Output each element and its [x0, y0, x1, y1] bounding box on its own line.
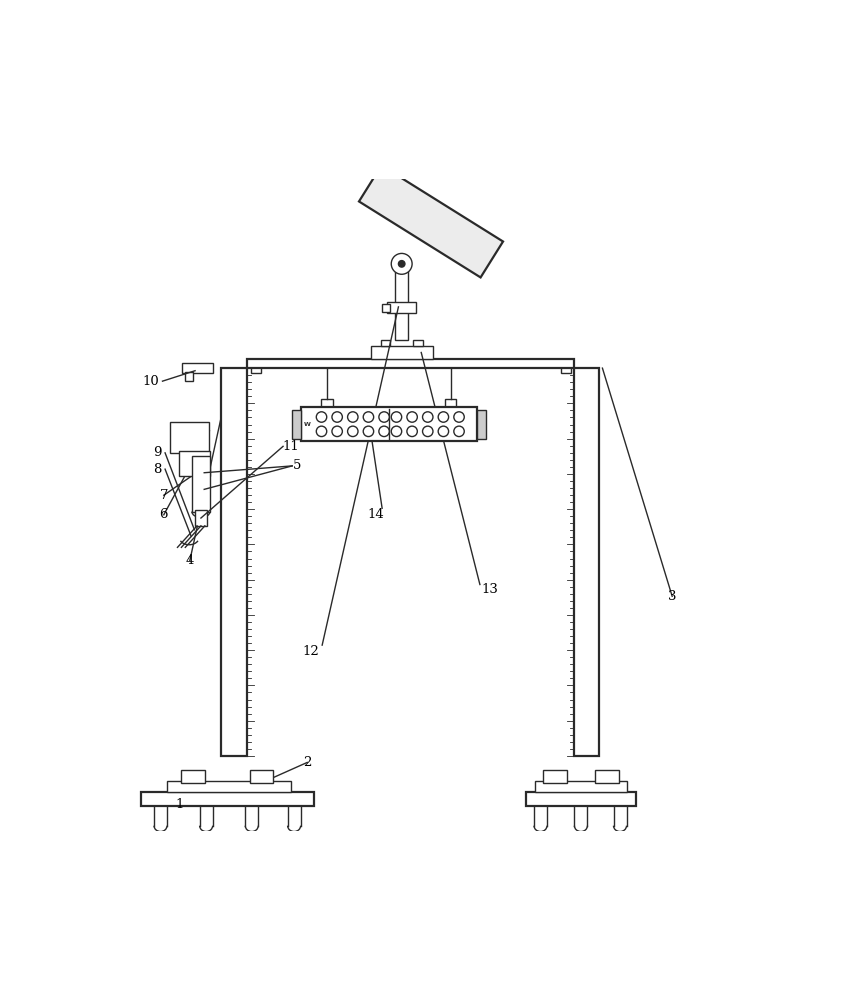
Text: 1: 1 [176, 798, 184, 811]
Text: W: W [304, 422, 310, 427]
Bar [141, 792, 314, 806]
Bar [574, 368, 599, 756]
Polygon shape [359, 166, 503, 277]
Circle shape [363, 412, 373, 422]
Bar [170, 422, 209, 453]
Text: 3: 3 [668, 590, 676, 603]
Text: 8: 8 [153, 463, 161, 476]
Bar [179, 451, 210, 476]
Circle shape [422, 412, 433, 422]
Bar [301, 407, 477, 441]
Circle shape [316, 426, 326, 437]
Bar [185, 372, 193, 381]
Bar [221, 368, 247, 756]
Circle shape [454, 426, 464, 437]
Text: 12: 12 [302, 645, 319, 658]
Circle shape [454, 412, 464, 422]
Text: 5: 5 [294, 459, 302, 472]
Bar [382, 304, 390, 312]
Text: 7: 7 [160, 489, 168, 502]
Circle shape [347, 412, 358, 422]
Circle shape [407, 412, 417, 422]
Bar [388, 302, 416, 313]
Circle shape [316, 412, 326, 422]
Circle shape [422, 426, 433, 437]
Bar [526, 792, 637, 806]
Text: 2: 2 [303, 756, 311, 769]
Bar [414, 340, 422, 346]
Bar [292, 410, 300, 439]
Text: 14: 14 [368, 508, 384, 521]
Text: 9: 9 [153, 446, 161, 459]
Text: 13: 13 [481, 583, 498, 596]
Circle shape [378, 426, 389, 437]
Text: 4: 4 [186, 554, 194, 567]
Circle shape [407, 426, 417, 437]
Circle shape [332, 426, 342, 437]
Text: 10: 10 [142, 375, 159, 388]
Circle shape [399, 261, 405, 267]
Circle shape [391, 426, 402, 437]
Bar [167, 781, 291, 792]
Bar [535, 781, 627, 792]
Bar [477, 410, 486, 439]
Bar [395, 264, 408, 340]
Bar [192, 456, 210, 512]
Text: 6: 6 [160, 508, 168, 521]
Circle shape [438, 426, 448, 437]
Circle shape [363, 426, 373, 437]
Bar [381, 340, 390, 346]
Bar [595, 770, 619, 783]
Bar [445, 399, 457, 407]
Bar [182, 770, 205, 783]
Circle shape [438, 412, 448, 422]
Bar [182, 363, 214, 373]
Text: 11: 11 [283, 440, 299, 453]
Bar [371, 346, 432, 359]
Bar [321, 399, 332, 407]
Circle shape [332, 412, 342, 422]
Circle shape [391, 412, 402, 422]
Circle shape [391, 253, 412, 274]
Circle shape [347, 426, 358, 437]
Bar [543, 770, 567, 783]
Bar [247, 359, 574, 368]
Bar [250, 770, 273, 783]
Bar [195, 510, 207, 526]
Circle shape [378, 412, 389, 422]
